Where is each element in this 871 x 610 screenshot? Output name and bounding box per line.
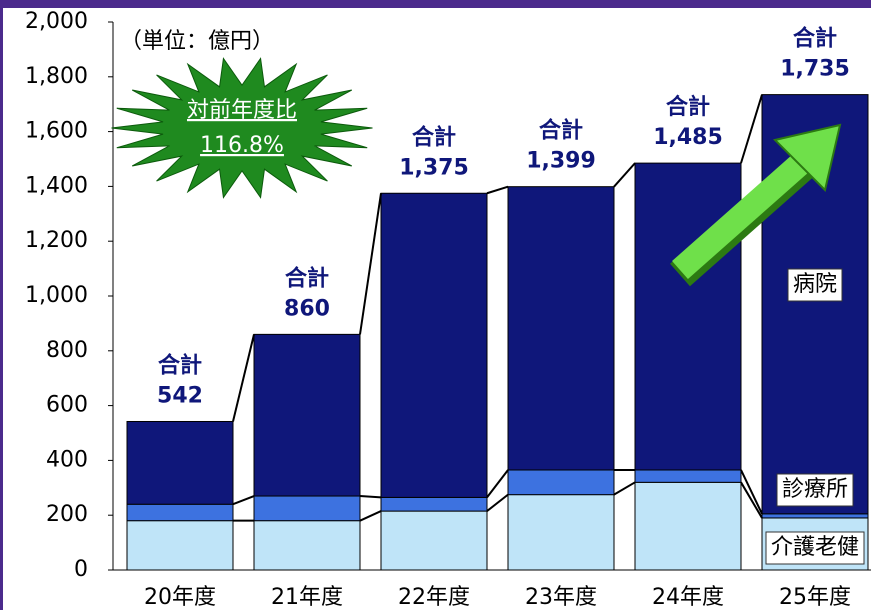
connector xyxy=(359,193,382,335)
y-tick-label: 400 xyxy=(46,447,88,472)
connector xyxy=(740,481,763,519)
total-value: 1,735 xyxy=(780,57,850,82)
total-value: 1,399 xyxy=(526,149,596,174)
connector xyxy=(740,469,763,515)
y-tick-label: 0 xyxy=(74,557,88,582)
y-tick-label: 1,200 xyxy=(25,228,88,253)
bar-segment xyxy=(380,496,488,512)
total-label: 合計 xyxy=(412,124,456,150)
bar-segment xyxy=(380,192,488,498)
connector xyxy=(232,495,255,506)
y-tick-label: 800 xyxy=(46,338,88,363)
bar-segment xyxy=(126,503,234,522)
left-border xyxy=(0,0,3,610)
legend-label: 病院 xyxy=(793,272,837,297)
connector xyxy=(613,481,636,496)
connector xyxy=(486,469,509,498)
y-tick-label: 1,400 xyxy=(25,173,88,198)
total-label: 合計 xyxy=(666,94,710,120)
total-label: 合計 xyxy=(793,26,837,52)
arrow-head xyxy=(773,123,842,192)
y-tick-label: 1,800 xyxy=(25,64,88,89)
unit-note: （単位：億円） xyxy=(120,29,274,54)
connector xyxy=(613,162,636,188)
bar-segment xyxy=(253,495,361,522)
x-tick-label: 24年度 xyxy=(652,585,724,610)
y-tick-label: 2,000 xyxy=(25,9,88,34)
x-tick-label: 21年度 xyxy=(271,585,343,610)
bar-segment xyxy=(507,186,615,471)
total-value: 860 xyxy=(284,296,330,321)
bar-segment xyxy=(634,162,742,471)
total-value: 542 xyxy=(157,383,203,408)
bar-segment xyxy=(761,513,869,519)
bar-segment xyxy=(126,520,234,571)
connector xyxy=(232,334,255,422)
legend-label: 診療所 xyxy=(782,477,848,502)
connector xyxy=(740,94,763,164)
legend-box xyxy=(765,531,865,565)
y-tick-label: 600 xyxy=(46,393,88,418)
bar-segment xyxy=(253,520,361,571)
connector xyxy=(486,493,509,512)
plot: 0 200 400 600 800 1,000 1,200 1,400 1,600 1,800 2,… xyxy=(25,9,871,610)
total-label: 合計 xyxy=(158,352,202,378)
x-tick-label: 22年度 xyxy=(398,585,470,610)
bar-segment xyxy=(126,420,234,505)
header-strip xyxy=(0,0,871,8)
annotation-value: 116.8% xyxy=(200,133,284,158)
bar-segment xyxy=(634,469,742,483)
legend-box xyxy=(776,473,854,507)
annotation-title: 対前年度比 xyxy=(187,98,297,123)
total-value: 1,375 xyxy=(399,155,469,180)
x-tick-label: 23年度 xyxy=(525,585,597,610)
bar-segment xyxy=(634,481,742,571)
bar-segment xyxy=(253,333,361,497)
y-tick-label: 200 xyxy=(46,502,88,527)
trend-arrow xyxy=(670,123,842,287)
legend-box xyxy=(787,268,843,302)
x-tick-label: 25年度 xyxy=(779,585,851,610)
total-label: 合計 xyxy=(285,265,329,291)
total-value: 1,485 xyxy=(653,125,723,150)
legend-label: 介護老健 xyxy=(771,535,859,560)
connector xyxy=(359,495,382,499)
total-label: 合計 xyxy=(539,118,583,144)
bar-segment xyxy=(507,494,615,571)
arrow-body xyxy=(672,146,818,279)
starburst xyxy=(111,57,373,199)
connector xyxy=(486,185,509,195)
x-tick-label: 20年度 xyxy=(144,585,216,610)
bar-segment xyxy=(507,469,615,496)
y-tick-label: 1,600 xyxy=(25,119,88,144)
y-tick-label: 1,000 xyxy=(25,283,88,308)
bar-segment xyxy=(380,510,488,571)
connector xyxy=(359,510,382,522)
